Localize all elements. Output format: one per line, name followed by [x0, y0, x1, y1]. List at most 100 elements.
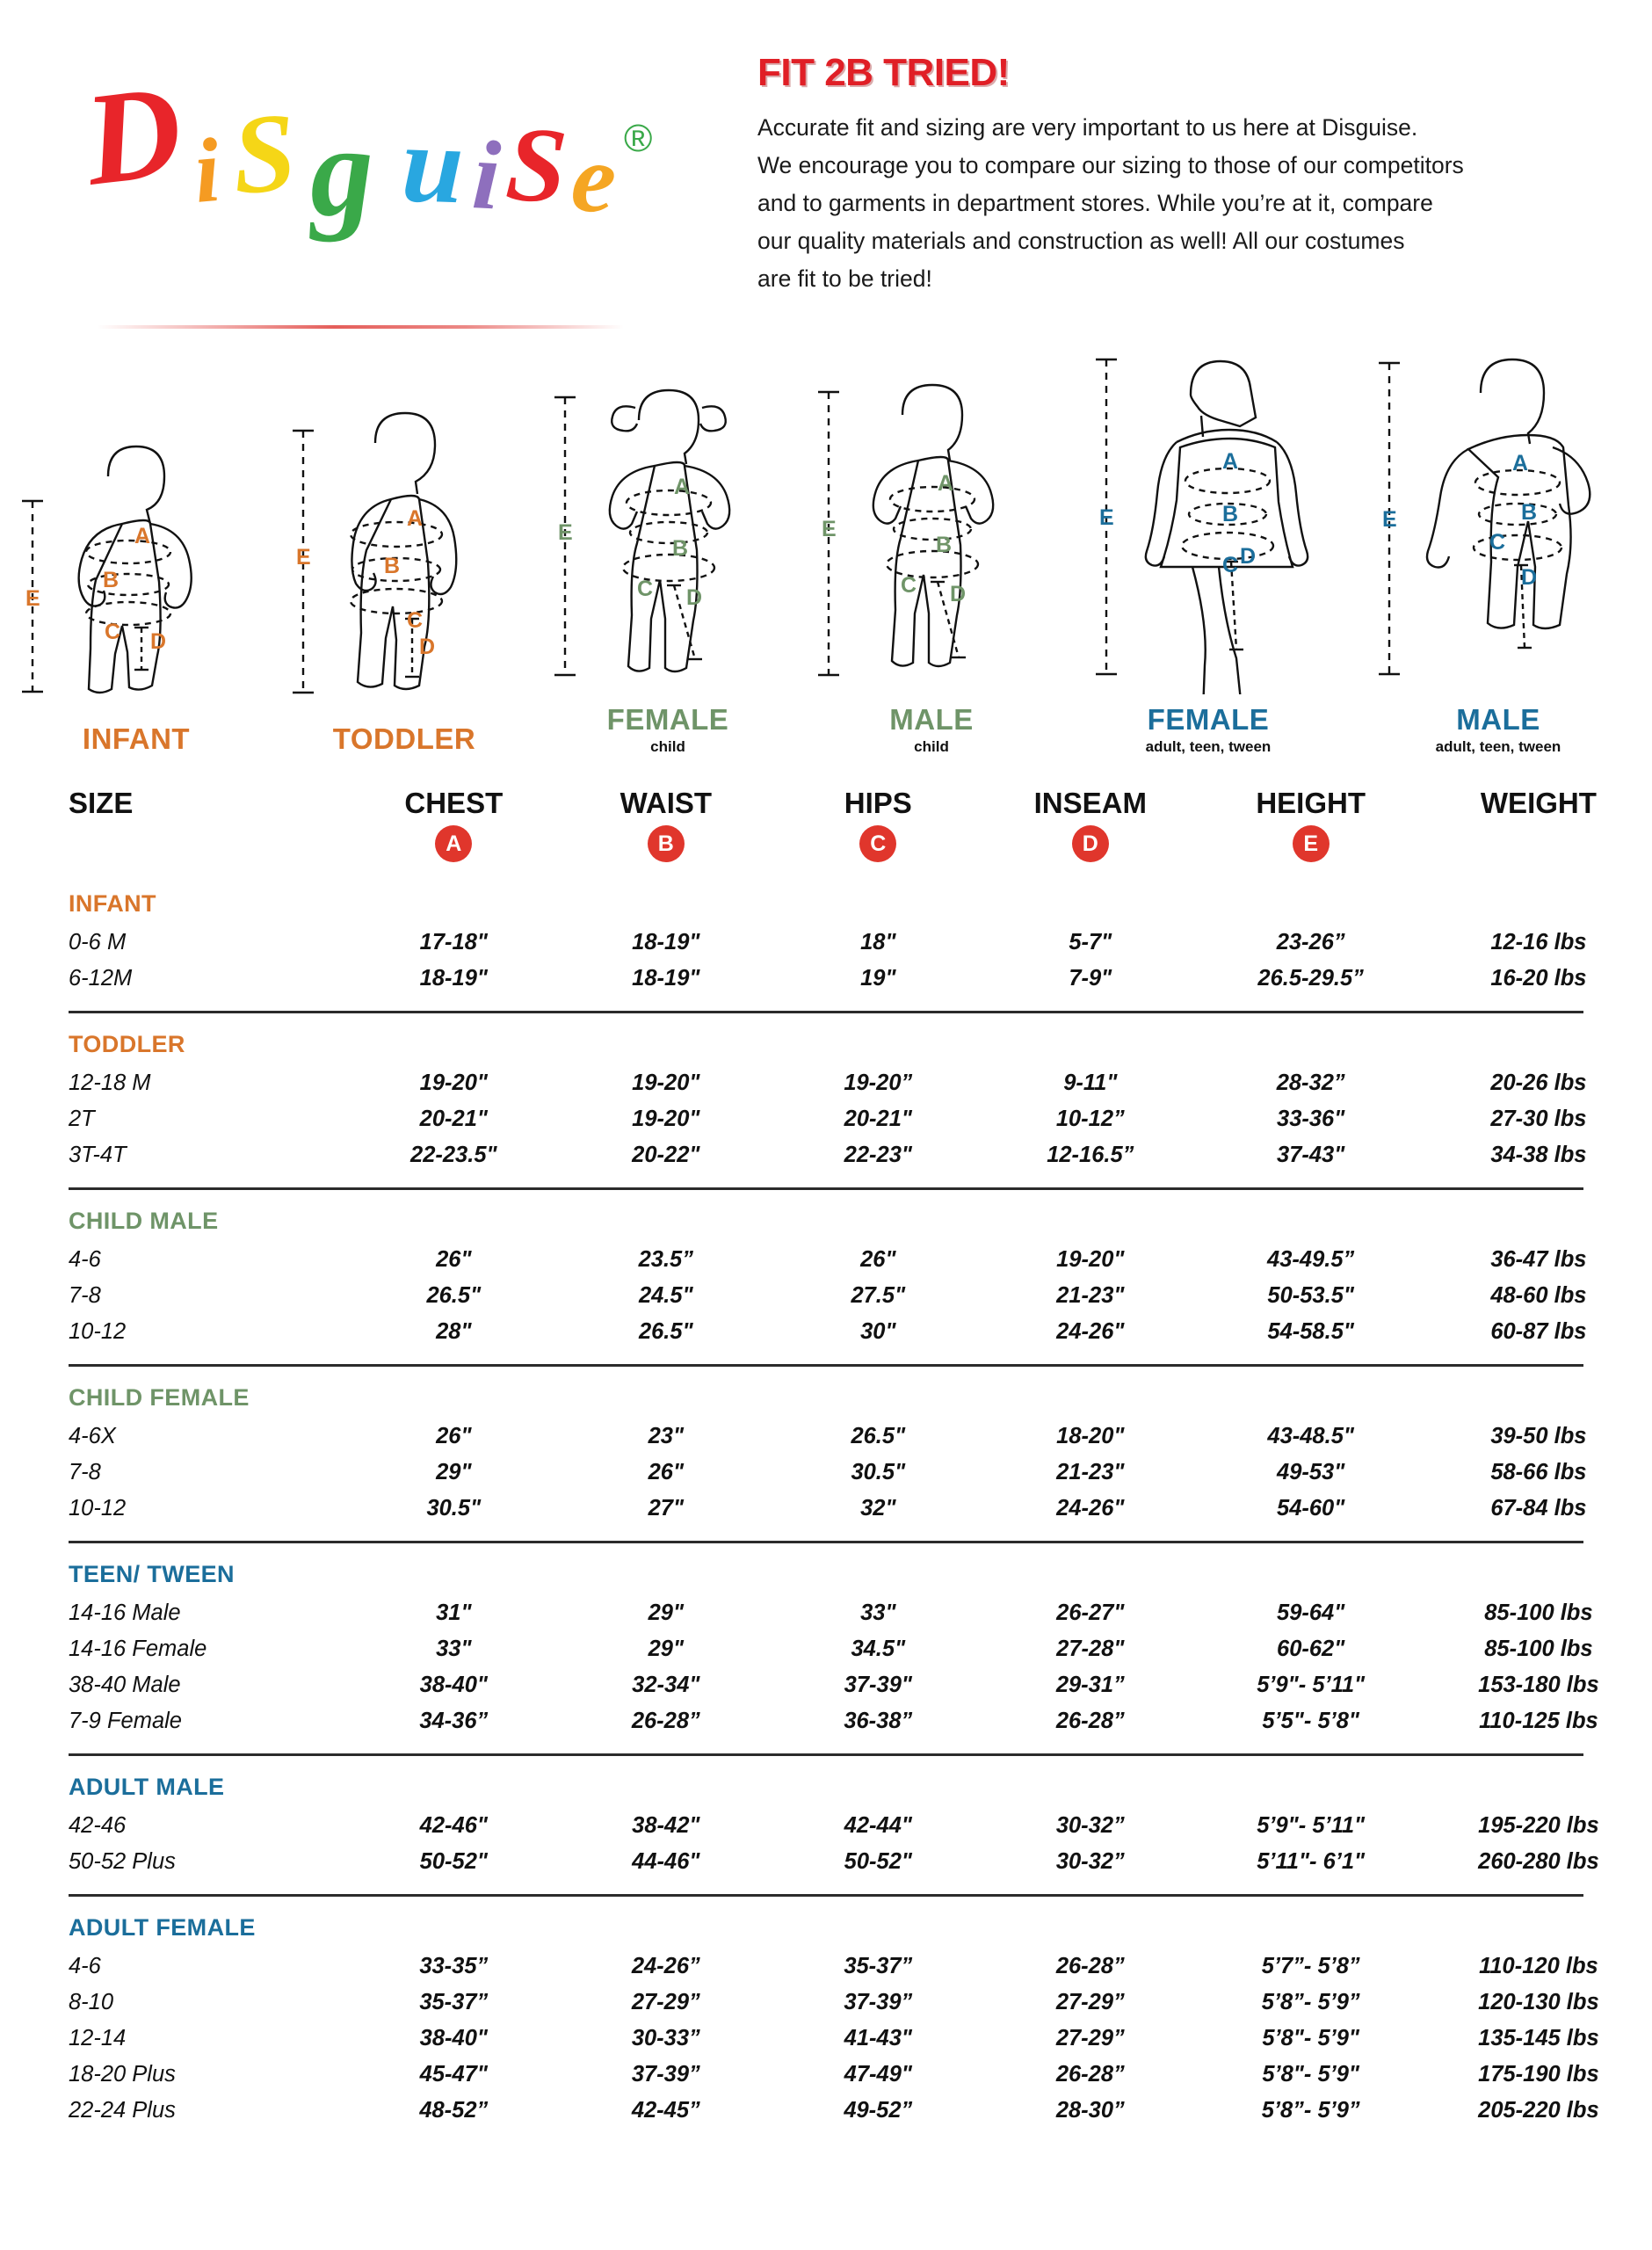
cell-size: 4-6X [69, 1424, 116, 1448]
cell-chest: 26" [436, 1424, 472, 1448]
intro-paragraph: Accurate fit and sizing are very importa… [757, 109, 1548, 298]
intro-block: FIT 2B TRIED! Accurate fit and sizing ar… [757, 51, 1548, 298]
cell-waist: 27" [648, 1496, 685, 1521]
table-row: 10-12 28" 26.5" 30" 24-26" 54-58.5" 60-87 lbs [0, 1314, 1652, 1350]
toddler-body-diagram: E A B C D [293, 411, 458, 694]
intro-line: and to garments in department stores. Wh… [757, 190, 1433, 216]
cell-inseam: 27-29” [1055, 2026, 1125, 2050]
mark-C: C [105, 620, 120, 644]
cell-hips: 19-20” [844, 1071, 913, 1095]
cell-inseam: 10-12” [1055, 1107, 1125, 1131]
mark-C: C [1489, 530, 1505, 555]
logo-divider-rule [97, 325, 624, 329]
cell-weight: 48-60 lbs [1490, 1283, 1587, 1308]
mark-D: D [419, 635, 435, 659]
cell-hips: 22-23" [844, 1143, 912, 1167]
cell-inseam: 30-32” [1055, 1849, 1125, 1874]
cell-height: 5’8"- 5’9" [1262, 2062, 1359, 2087]
body-figures-row: E A B C D INFANT [0, 358, 1652, 756]
cell-waist: 18-19" [632, 966, 700, 991]
cell-hips: 32" [860, 1496, 896, 1521]
cell-size: 4-6 [69, 1954, 101, 1978]
cell-height: 54-58.5" [1267, 1319, 1354, 1344]
cell-weight: 60-87 lbs [1490, 1319, 1587, 1344]
cell-chest: 48-52” [419, 2098, 489, 2123]
cell-weight: 12-16 lbs [1490, 930, 1587, 954]
cell-hips: 18" [860, 930, 896, 954]
cell-weight: 260-280 lbs [1478, 1849, 1599, 1874]
cell-inseam: 26-28” [1055, 1709, 1125, 1733]
cell-hips: 26" [860, 1247, 896, 1272]
cell-size: 10-12 [69, 1319, 127, 1344]
cell-height: 28-32” [1276, 1071, 1345, 1095]
cell-height: 59-64" [1277, 1600, 1345, 1625]
mark-A: A [1222, 449, 1238, 474]
cell-weight: 110-120 lbs [1479, 1954, 1598, 1978]
cell-chest: 42-46" [419, 1813, 488, 1838]
figure-label-female-adult: FEMALE [1147, 703, 1270, 736]
cell-chest: 38-40" [419, 1673, 488, 1697]
cell-inseam: 7-9" [1069, 966, 1112, 991]
svg-text:e: e [568, 122, 620, 235]
cell-waist: 30-33” [631, 2026, 700, 2050]
mark-D: D [686, 585, 702, 610]
figure-toddler: E A B C D TODDLER [272, 397, 536, 756]
column-header-inseam: INSEAM [1033, 787, 1147, 819]
mark-D: D [1240, 544, 1256, 569]
cell-chest: 30.5" [426, 1496, 482, 1521]
table-row: 12-18 M 19-20" 19-20" 19-20” 9-11" 28-32” 20-2… [0, 1065, 1652, 1101]
figure-label-infant: INFANT [82, 722, 191, 755]
mark-A: A [407, 506, 423, 531]
section-header-teen-tween: TEEN/ TWEEN [0, 1549, 1652, 1595]
cell-waist: 19-20" [632, 1071, 700, 1095]
cell-waist: 19-20" [632, 1107, 700, 1131]
table-row: 4-6 26" 23.5” 26" 19-20" 43-49.5” 36-47 lbs [0, 1242, 1652, 1278]
cell-chest: 22-23.5" [410, 1143, 497, 1167]
cell-waist: 26" [648, 1460, 685, 1484]
table-row: 4-6X 26" 23" 26.5" 18-20" 43-48.5" 39-50 lbs [0, 1419, 1652, 1455]
cell-size: 3T-4T [69, 1143, 127, 1167]
mark-E: E [25, 586, 40, 611]
badge-cell-e: E [1197, 825, 1425, 878]
cell-inseam: 26-28” [1055, 1954, 1125, 1978]
table-row: 7-8 29" 26" 30.5" 21-23" 49-53" 58-66 lbs [0, 1455, 1652, 1491]
cell-size: 18-20 Plus [69, 2062, 176, 2087]
intro-line: are fit to be tried! [757, 265, 932, 292]
cell-waist: 32-34" [632, 1673, 700, 1697]
cell-weight: 85-100 lbs [1484, 1600, 1593, 1625]
figure-sublabel-female-adult: adult, teen, tween [1145, 738, 1272, 755]
table-row: 3T-4T 22-23.5" 20-22" 22-23" 12-16.5” 37-43" 3… [0, 1137, 1652, 1173]
section-header-child-female: CHILD FEMALE [0, 1372, 1652, 1419]
cell-waist: 18-19" [632, 930, 700, 954]
svg-text:S: S [503, 104, 570, 226]
table-header-row: SIZE CHEST WAIST HIPS INSEAM HEIGHT WEIG… [0, 787, 1652, 825]
cell-height: 60-62" [1277, 1637, 1345, 1661]
figure-sublabel-male-adult: adult, teen, tween [1435, 738, 1561, 755]
male-child-body-diagram: E A B C D [818, 383, 995, 677]
cell-weight: 110-125 lbs [1479, 1709, 1598, 1733]
mark-D: D [1521, 565, 1537, 590]
section-label: CHILD MALE [69, 1208, 219, 1234]
cell-hips: 34.5" [851, 1637, 906, 1661]
section-separator [0, 1739, 1652, 1761]
mark-B: B [1521, 500, 1537, 525]
table-row: 7-9 Female 34-36” 26-28” 36-38” 26-28” 5’5"- … [0, 1703, 1652, 1739]
cell-height: 5’9"- 5’11" [1257, 1813, 1366, 1838]
table-row: 6-12M 18-19" 18-19" 19" 7-9" 26.5-29.5” 16-20 … [0, 961, 1652, 997]
cell-inseam: 28-30” [1055, 2098, 1125, 2123]
badge-cell-b: B [560, 825, 772, 878]
figure-male-child: E A B C D MALE child [800, 369, 1063, 756]
badge-b-icon: B [647, 825, 685, 862]
cell-height: 26.5-29.5” [1257, 966, 1364, 991]
table-row: 14-16 Male 31" 29" 33" 26-27" 59-64" 85-100 lb… [0, 1595, 1652, 1631]
badge-cell-c: C [772, 825, 985, 878]
cell-hips: 36-38” [844, 1709, 913, 1733]
cell-hips: 50-52" [844, 1849, 912, 1874]
cell-inseam: 26-27" [1056, 1600, 1125, 1625]
cell-hips: 26.5" [851, 1424, 906, 1448]
mark-C: C [637, 577, 653, 601]
cell-height: 54-60" [1277, 1496, 1345, 1521]
cell-weight: 58-66 lbs [1490, 1460, 1587, 1484]
table-row: 2T 20-21" 19-20" 20-21" 10-12” 33-36" 27-30 lb… [0, 1101, 1652, 1137]
